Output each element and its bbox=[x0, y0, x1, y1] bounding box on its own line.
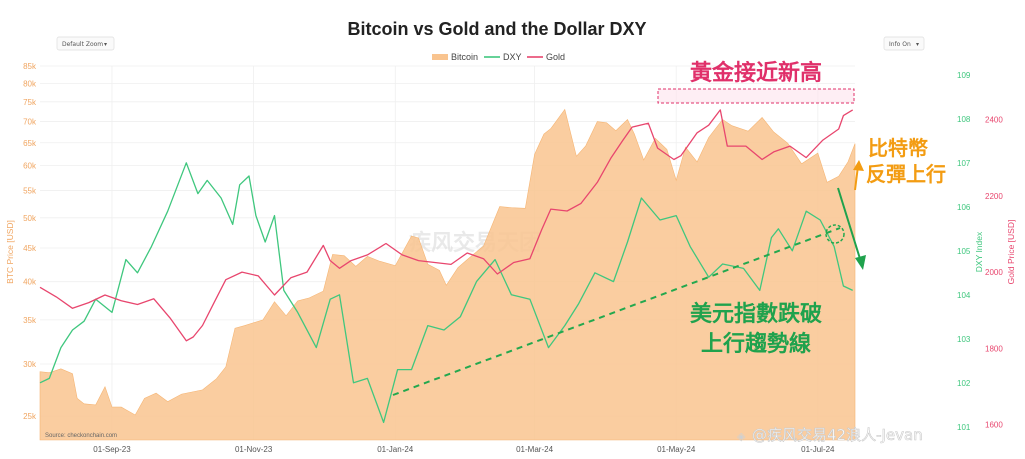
legend-label-dxy: DXY bbox=[503, 52, 522, 62]
x-tick: 01-Jan-24 bbox=[377, 445, 414, 454]
dxy-break-circle bbox=[825, 224, 845, 244]
y-left-axis-title: BTC Price [USD] bbox=[5, 220, 15, 284]
legend-item-gold[interactable]: Gold bbox=[527, 52, 565, 62]
annotation-btc-text-line1: 比特幣 bbox=[868, 136, 928, 160]
legend-item-dxy[interactable]: DXY bbox=[484, 52, 522, 62]
legend: Bitcoin DXY Gold bbox=[432, 52, 565, 62]
info-select[interactable]: Info On ▾ bbox=[883, 36, 925, 51]
y-dxy-tick: 107 bbox=[957, 159, 971, 168]
x-tick: 01-Sep-23 bbox=[93, 445, 131, 454]
bitcoin-area-path bbox=[39, 108, 856, 441]
y-gold-tick: 2200 bbox=[985, 192, 1003, 201]
y-dxy-axis-title: DXY Index bbox=[974, 231, 984, 272]
y-left-tick: 30k bbox=[23, 360, 37, 369]
y-dxy-tick: 102 bbox=[957, 379, 971, 388]
y-left-tick: 35k bbox=[23, 316, 37, 325]
y-left-tick: 25k bbox=[23, 412, 37, 421]
y-gold-tick: 2000 bbox=[985, 268, 1003, 277]
annotation-gold-text: 黃金接近新高 bbox=[690, 60, 822, 86]
dxy-line bbox=[39, 162, 853, 424]
x-tick: 01-Mar-24 bbox=[516, 445, 553, 454]
credit-icon: ◈ bbox=[737, 430, 746, 443]
y-dxy-tick: 106 bbox=[957, 203, 971, 212]
zoom-select[interactable]: Default Zoom ▾ bbox=[56, 36, 115, 51]
y-left-tick: 60k bbox=[23, 162, 37, 171]
y-left-tick: 65k bbox=[23, 139, 37, 148]
axis-ticks: 25k 30k 35k 40k 45k 50k 55k 60k 65k 70k 75k 80k 85k 1… bbox=[23, 62, 1003, 454]
y-dxy-tick: 105 bbox=[957, 247, 971, 256]
gold-high-band bbox=[657, 88, 855, 104]
y-left-tick: 45k bbox=[23, 244, 37, 253]
y-left-tick: 80k bbox=[23, 79, 37, 88]
info-select-label: Info On bbox=[889, 41, 911, 48]
chart-title: Bitcoin vs Gold and the Dollar DXY bbox=[347, 19, 646, 39]
y-left-tick: 85k bbox=[23, 62, 37, 71]
y-left-tick: 75k bbox=[23, 98, 37, 107]
annotation-dxy-text-line2: 上行趨勢線 bbox=[701, 331, 811, 357]
y-dxy-tick: 108 bbox=[957, 115, 971, 124]
btc-arrow-head bbox=[853, 160, 864, 171]
y-gold-tick: 2400 bbox=[985, 115, 1003, 124]
y-dxy-tick: 101 bbox=[957, 423, 971, 432]
y-left-tick: 70k bbox=[23, 118, 37, 127]
y-left-tick: 50k bbox=[23, 214, 37, 223]
dxy-trendline bbox=[392, 227, 841, 396]
y-left-tick: 40k bbox=[23, 278, 37, 287]
y-gold-axis-title: Gold Price [USD] bbox=[1006, 220, 1016, 285]
legend-item-bitcoin[interactable]: Bitcoin bbox=[432, 52, 478, 62]
chevron-down-icon: ▾ bbox=[916, 41, 919, 48]
y-gold-tick: 1600 bbox=[985, 421, 1003, 430]
x-tick: 01-Nov-23 bbox=[235, 445, 273, 454]
dxy-arrow-head bbox=[855, 255, 866, 270]
legend-label-bitcoin: Bitcoin bbox=[451, 52, 478, 62]
bitcoin-area bbox=[39, 108, 856, 441]
zoom-select-label: Default Zoom bbox=[62, 41, 103, 48]
legend-label-gold: Gold bbox=[546, 52, 565, 62]
y-dxy-tick: 103 bbox=[957, 335, 971, 344]
annotation-dxy-text-line1: 美元指數跌破 bbox=[690, 301, 822, 327]
y-gold-tick: 1800 bbox=[985, 344, 1003, 353]
credit: ◈ @疾风交易42浪人-Jevan bbox=[737, 426, 923, 445]
x-tick: 01-Jul-24 bbox=[801, 445, 835, 454]
annotation-btc-text-line2: 反彈上行 bbox=[866, 162, 946, 186]
y-dxy-tick: 109 bbox=[957, 71, 971, 80]
series-lines bbox=[39, 109, 854, 424]
y-dxy-tick: 104 bbox=[957, 291, 971, 300]
dxy-arrow-shaft bbox=[837, 187, 862, 263]
gold-line bbox=[39, 109, 854, 342]
source-note: Source: checkonchain.com bbox=[45, 433, 117, 439]
chevron-down-icon: ▾ bbox=[104, 41, 107, 48]
credit-text: @疾风交易42浪人-Jevan bbox=[752, 426, 923, 444]
legend-swatch-bitcoin bbox=[432, 54, 448, 60]
y-left-tick: 55k bbox=[23, 187, 37, 196]
x-tick: 01-May-24 bbox=[657, 445, 696, 454]
